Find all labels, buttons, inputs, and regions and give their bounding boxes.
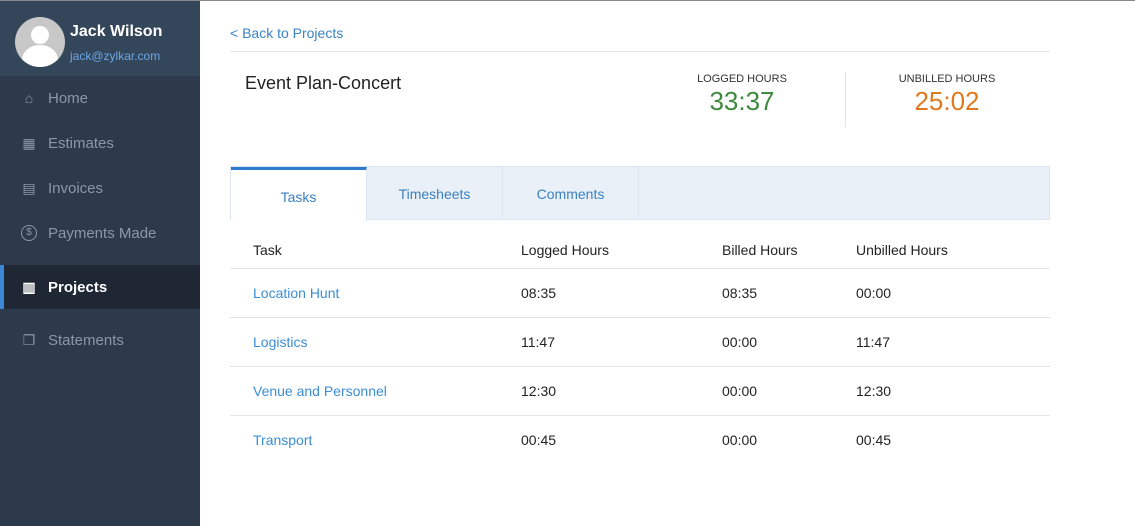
dollar-circle-icon: $ xyxy=(21,225,37,241)
sidebar-item-payments-made[interactable]: $ Payments Made xyxy=(0,211,200,255)
divider xyxy=(230,51,1050,52)
logged-hours-label: LOGGED HOURS xyxy=(697,73,787,85)
home-icon: ⌂ xyxy=(24,90,34,106)
logged-hours-stat: LOGGED HOURS 33:37 xyxy=(642,73,842,117)
unbilled-hours: 00:00 xyxy=(856,285,892,301)
column-header: Logged Hours xyxy=(521,242,609,258)
tab-bar: Tasks Timesheets Comments xyxy=(230,166,1050,221)
calculator-icon: ▦ xyxy=(22,134,36,151)
divider xyxy=(845,72,846,127)
sidebar-item-label: Payments Made xyxy=(48,224,157,242)
logged-hours-value: 33:37 xyxy=(709,86,775,116)
sidebar-item-label: Projects xyxy=(48,278,108,296)
tab-tasks[interactable]: Tasks xyxy=(231,167,367,221)
column-header: Billed Hours xyxy=(722,242,798,258)
task-link[interactable]: Venue and Personnel xyxy=(253,383,387,399)
table-header: Task Logged Hours Billed Hours Unbilled … xyxy=(230,220,1050,269)
statements-icon: ❐ xyxy=(22,331,36,348)
table-row: Venue and Personnel 12:30 00:00 12:30 xyxy=(230,367,1050,416)
task-link[interactable]: Location Hunt xyxy=(253,285,340,301)
avatar xyxy=(15,17,65,67)
tab-timesheets[interactable]: Timesheets xyxy=(367,167,503,220)
sidebar-item-label: Statements xyxy=(48,331,124,349)
sidebar-item-estimates[interactable]: ▦ Estimates xyxy=(0,121,200,165)
user-name: Jack Wilson xyxy=(70,23,163,40)
billed-hours: 00:00 xyxy=(722,383,758,399)
document-icon: ▤ xyxy=(22,179,36,196)
logged-hours: 00:45 xyxy=(521,432,557,448)
sidebar: Jack Wilson jack@zylkar.com ⌂ Home ▦ Estim… xyxy=(0,1,200,526)
sidebar-item-statements[interactable]: ❐ Statements xyxy=(0,318,200,362)
unbilled-hours-stat: UNBILLED HOURS 25:02 xyxy=(847,73,1047,117)
user-email: jack@zylkar.com xyxy=(70,49,161,63)
sidebar-item-label: Estimates xyxy=(48,134,114,152)
task-link[interactable]: Logistics xyxy=(253,334,308,350)
unbilled-hours: 11:47 xyxy=(856,334,890,350)
project-title: Event Plan-Concert xyxy=(245,73,402,93)
projects-icon: ▥ xyxy=(22,278,36,295)
user-profile: Jack Wilson jack@zylkar.com xyxy=(0,1,200,76)
column-header: Unbilled Hours xyxy=(856,242,948,258)
sidebar-item-label: Home xyxy=(48,89,89,107)
logged-hours: 12:30 xyxy=(521,383,557,399)
billed-hours: 00:00 xyxy=(722,432,758,448)
table-row: Location Hunt 08:35 08:35 00:00 xyxy=(230,269,1050,318)
unbilled-hours-value: 25:02 xyxy=(914,86,980,116)
back-to-projects-link[interactable]: < Back to Projects xyxy=(230,25,344,41)
tab-comments[interactable]: Comments xyxy=(503,167,639,220)
table-row: Logistics 11:47 00:00 11:47 xyxy=(230,318,1050,367)
logged-hours: 11:47 xyxy=(521,334,555,350)
sidebar-item-label: Invoices xyxy=(48,179,104,197)
table-row: Transport 00:45 00:00 00:45 xyxy=(230,416,1050,465)
column-header: Task xyxy=(253,242,282,258)
billed-hours: 00:00 xyxy=(722,334,758,350)
sidebar-item-invoices[interactable]: ▤ Invoices xyxy=(0,166,200,210)
sidebar-item-home[interactable]: ⌂ Home xyxy=(0,76,200,120)
logged-hours: 08:35 xyxy=(521,285,557,301)
task-link[interactable]: Transport xyxy=(253,432,313,448)
sidebar-item-projects[interactable]: ▥ Projects xyxy=(0,265,200,309)
unbilled-hours: 12:30 xyxy=(856,383,892,399)
billed-hours: 08:35 xyxy=(722,285,758,301)
unbilled-hours: 00:45 xyxy=(856,432,892,448)
unbilled-hours-label: UNBILLED HOURS xyxy=(898,73,996,85)
